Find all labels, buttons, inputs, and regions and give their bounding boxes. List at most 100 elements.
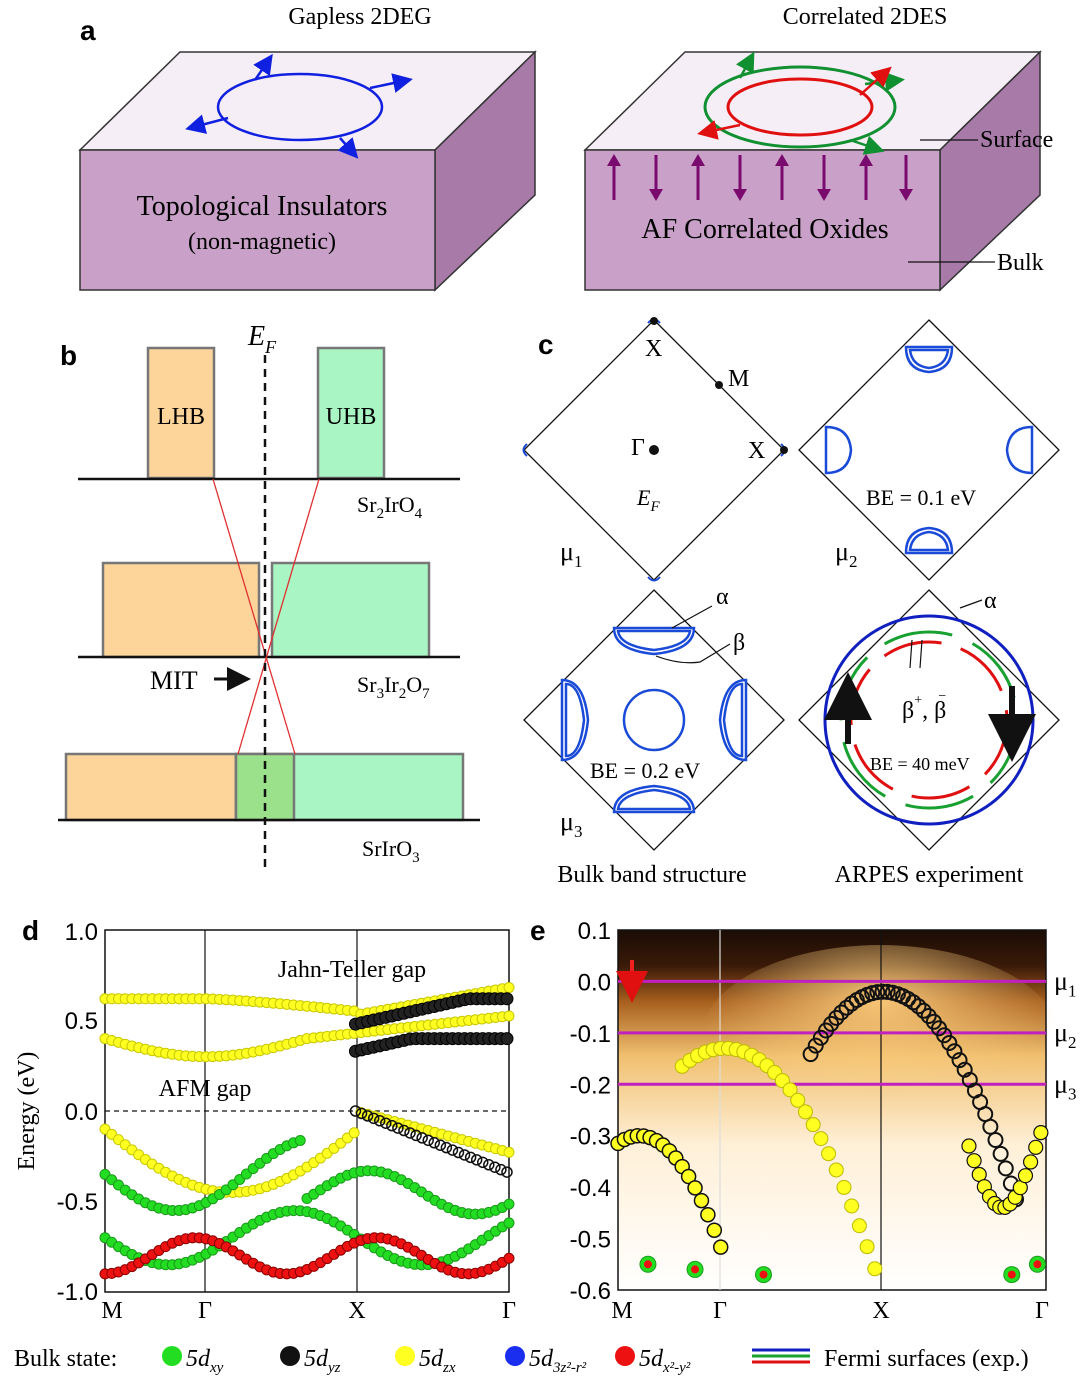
band-marker xyxy=(503,1252,515,1264)
panel-a-right-title: Correlated 2DES xyxy=(783,4,948,30)
e-band-marker xyxy=(643,1260,652,1269)
e-band-marker xyxy=(941,1034,958,1051)
be-40-label: BE = 40 meV xyxy=(870,754,970,774)
legend-label: 5dyz xyxy=(304,1346,341,1376)
d-xtick-1: M xyxy=(101,1298,122,1324)
e-ytick: 0.1 xyxy=(578,918,611,945)
e-band-marker xyxy=(836,1179,852,1195)
e-band-marker xyxy=(813,1131,829,1147)
e-band-marker xyxy=(790,1092,806,1108)
e-band-marker xyxy=(982,1118,999,1135)
band-marker-yz xyxy=(500,992,514,1006)
band-marker-yz xyxy=(434,1139,447,1151)
band-marker-yz xyxy=(501,1166,513,1178)
e-xtick-2: Γ xyxy=(713,1298,727,1324)
beta-pm-label: β+, β− xyxy=(902,689,946,724)
compound-sr2iro4: Sr2IrO4 xyxy=(357,492,423,522)
e-band-marker xyxy=(706,1222,723,1238)
spin-arrowhead xyxy=(733,189,747,201)
panel-label-d: d xyxy=(22,915,39,946)
mu2-label: μ2 xyxy=(835,537,857,571)
band-marker-yz xyxy=(446,1144,459,1156)
e-band-marker xyxy=(961,1138,977,1154)
e-band-marker xyxy=(905,994,922,1011)
band-marker xyxy=(503,1010,515,1022)
gamma-label: Γ xyxy=(631,435,645,461)
e-xtick-1: M xyxy=(611,1298,632,1324)
legend-swatch xyxy=(162,1346,182,1366)
panel-label-b: b xyxy=(60,340,77,371)
mu3-label: μ3 xyxy=(560,807,582,841)
x-label-top: X xyxy=(645,336,662,362)
legend: 5dxy 5dyz 5dzx 5d3z²-r² 5dx²-y² xyxy=(162,1346,691,1376)
d-ytick-3: 0.0 xyxy=(65,1099,98,1126)
mu-label: μ1 xyxy=(1054,966,1076,1000)
e-band-marker xyxy=(797,1104,813,1120)
mu-label: μ3 xyxy=(1054,1069,1076,1103)
e-band-marker xyxy=(693,1192,710,1209)
band-marker xyxy=(503,1198,515,1210)
band-marker-yz xyxy=(428,1137,441,1149)
topological-insulator-block xyxy=(78,50,537,292)
mit-label: MIT xyxy=(150,666,198,695)
e-ytick: 0.0 xyxy=(578,969,611,996)
surface-label: Surface xyxy=(980,127,1053,153)
jt-gap-label: Jahn-Teller gap xyxy=(278,957,426,983)
legend-label: 5dzx xyxy=(419,1346,456,1376)
band-marker-yz xyxy=(410,1129,422,1142)
band-marker-yz xyxy=(489,1161,501,1173)
legend-swatch xyxy=(615,1346,635,1366)
e-band-marker xyxy=(879,983,896,1000)
mu-label: μ2 xyxy=(1054,1018,1076,1052)
afm-gap-label: AFM gap xyxy=(159,1076,252,1102)
panel-label-c: c xyxy=(538,329,554,360)
x-label-right: X xyxy=(748,438,765,464)
e-band-marker xyxy=(828,1009,845,1026)
band-marker-yz xyxy=(361,1110,374,1122)
e-band-marker xyxy=(687,1180,703,1196)
band-marker-yz xyxy=(500,1032,514,1046)
e-ytick: -0.4 xyxy=(570,1175,611,1202)
d-xtick-3: X xyxy=(348,1298,365,1324)
band-marker-yz xyxy=(458,1149,471,1161)
e-ytick: -0.2 xyxy=(570,1072,611,1099)
band-marker-yz xyxy=(464,1151,477,1164)
spin-arrowhead xyxy=(859,154,873,166)
e-band-marker xyxy=(828,1162,844,1178)
panel-a-left-text: Topological Insulators xyxy=(137,191,388,222)
e-ytick: -0.3 xyxy=(570,1124,611,1151)
e-xtick-4: Γ xyxy=(1035,1298,1049,1324)
d-ylabel: Energy (eV) xyxy=(14,1052,40,1171)
mu3-fermi-pockets xyxy=(560,626,748,814)
ef-label-c: EF xyxy=(636,485,660,515)
e-xtick-3: X xyxy=(872,1298,889,1324)
e-band-marker xyxy=(1033,1125,1049,1141)
band-marker-yz xyxy=(422,1134,434,1147)
bulk-label: Bulk xyxy=(997,250,1044,276)
e-band-marker xyxy=(782,1082,798,1098)
caption-arpes: ARPES experiment xyxy=(835,862,1024,888)
panel-label-e: e xyxy=(530,915,546,946)
band-marker xyxy=(348,1127,360,1139)
band-marker-yz xyxy=(367,1112,380,1125)
e-band-marker xyxy=(915,1002,932,1019)
legend-swatch xyxy=(505,1346,525,1366)
e-band-marker xyxy=(867,1261,883,1277)
d-xtick-2: Γ xyxy=(198,1298,212,1324)
e-band-marker xyxy=(802,1046,819,1063)
spin-arrowhead xyxy=(649,189,663,201)
d-ytick-1: 1.0 xyxy=(65,919,98,946)
band-marker-yz xyxy=(470,1154,483,1166)
band-marker-yz xyxy=(386,1119,398,1132)
legend-swatch xyxy=(280,1346,300,1366)
band-marker-yz xyxy=(380,1117,392,1129)
e-ytick: -0.1 xyxy=(570,1021,611,1048)
alpha-label-2: α xyxy=(984,588,997,614)
alpha-label-1: α xyxy=(716,584,729,610)
band-marker-yz xyxy=(398,1124,410,1137)
panel-a-right-text: AF Correlated Oxides xyxy=(641,214,888,245)
e-band-marker xyxy=(997,1160,1014,1177)
band-marker-yz xyxy=(392,1122,404,1134)
panel-e-band-markers xyxy=(610,983,1049,1284)
